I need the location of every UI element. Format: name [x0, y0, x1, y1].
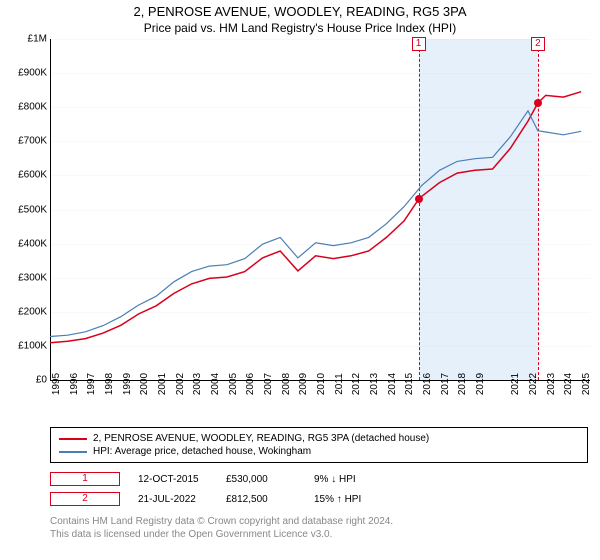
series-line: [50, 111, 581, 337]
y-axis-label: £900K: [18, 68, 51, 79]
transaction-marker-box: 1: [50, 472, 120, 486]
legend-item: HPI: Average price, detached house, Woki…: [59, 445, 579, 458]
transaction-date: 21-JUL-2022: [138, 494, 208, 505]
transaction-row: 1 12-OCT-2015 £530,000 9% ↓ HPI: [50, 469, 588, 489]
legend-swatch: [59, 438, 87, 440]
y-axis-label: £100K: [18, 340, 51, 351]
y-axis-label: £600K: [18, 170, 51, 181]
footer-line: Contains HM Land Registry data © Crown c…: [50, 515, 588, 528]
y-axis-label: £700K: [18, 136, 51, 147]
footer-attribution: Contains HM Land Registry data © Crown c…: [50, 515, 588, 541]
series-line: [50, 92, 581, 343]
transaction-date: 12-OCT-2015: [138, 474, 208, 485]
y-axis-label: £1M: [28, 34, 51, 45]
y-axis-label: £300K: [18, 272, 51, 283]
y-axis-label: £500K: [18, 204, 51, 215]
chart-area: £0£100K£200K£300K£400K£500K£600K£700K£80…: [50, 39, 590, 399]
legend-item: 2, PENROSE AVENUE, WOODLEY, READING, RG5…: [59, 432, 579, 445]
legend-swatch: [59, 451, 87, 453]
transaction-marker-box: 2: [50, 492, 120, 506]
transaction-row: 2 21-JUL-2022 £812,500 15% ↑ HPI: [50, 489, 588, 509]
transaction-delta: 15% ↑ HPI: [314, 494, 384, 505]
transaction-price: £812,500: [226, 494, 296, 505]
legend-label: HPI: Average price, detached house, Woki…: [93, 446, 311, 457]
y-axis-label: £200K: [18, 306, 51, 317]
chart-subtitle: Price paid vs. HM Land Registry's House …: [0, 21, 600, 39]
footer-line: This data is licensed under the Open Gov…: [50, 528, 588, 541]
chart-svg: [50, 39, 590, 381]
transaction-delta: 9% ↓ HPI: [314, 474, 384, 485]
y-axis-label: £800K: [18, 102, 51, 113]
transaction-table: 1 12-OCT-2015 £530,000 9% ↓ HPI2 21-JUL-…: [50, 469, 588, 509]
chart-title: 2, PENROSE AVENUE, WOODLEY, READING, RG5…: [0, 0, 600, 21]
legend-label: 2, PENROSE AVENUE, WOODLEY, READING, RG5…: [93, 433, 429, 444]
transaction-price: £530,000: [226, 474, 296, 485]
y-axis-label: £0: [36, 375, 51, 386]
legend: 2, PENROSE AVENUE, WOODLEY, READING, RG5…: [50, 427, 588, 463]
y-axis-label: £400K: [18, 238, 51, 249]
